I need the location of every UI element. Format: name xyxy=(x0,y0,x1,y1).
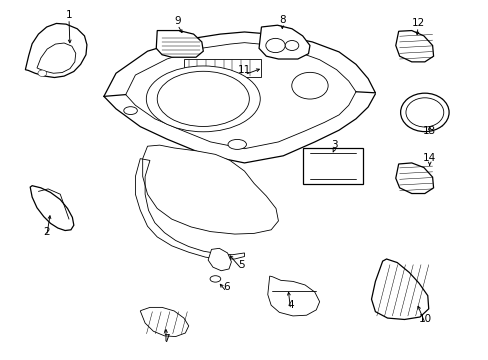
Ellipse shape xyxy=(405,98,443,127)
Polygon shape xyxy=(156,31,203,57)
Text: 2: 2 xyxy=(43,226,50,237)
Polygon shape xyxy=(259,25,309,59)
Ellipse shape xyxy=(123,107,137,114)
Text: 14: 14 xyxy=(422,153,435,163)
Polygon shape xyxy=(208,248,231,271)
Ellipse shape xyxy=(210,276,220,282)
Text: 11: 11 xyxy=(237,66,251,75)
Ellipse shape xyxy=(157,71,249,126)
Ellipse shape xyxy=(265,39,285,53)
Polygon shape xyxy=(142,145,278,234)
Text: 5: 5 xyxy=(238,260,244,270)
Ellipse shape xyxy=(285,41,298,50)
Polygon shape xyxy=(371,259,428,319)
Ellipse shape xyxy=(38,70,46,76)
Text: 3: 3 xyxy=(330,140,337,150)
Ellipse shape xyxy=(146,66,260,132)
Text: 10: 10 xyxy=(418,315,431,324)
Text: 12: 12 xyxy=(410,18,424,28)
Text: 8: 8 xyxy=(279,15,285,25)
Text: 7: 7 xyxy=(163,334,169,345)
Polygon shape xyxy=(30,186,74,230)
Text: 4: 4 xyxy=(286,300,293,310)
Polygon shape xyxy=(140,307,188,337)
Polygon shape xyxy=(267,276,319,316)
Polygon shape xyxy=(25,23,87,77)
Polygon shape xyxy=(37,43,76,73)
Ellipse shape xyxy=(291,72,327,99)
Polygon shape xyxy=(395,163,433,194)
Text: 6: 6 xyxy=(223,283,229,292)
Ellipse shape xyxy=(400,93,448,132)
Text: 1: 1 xyxy=(65,9,72,19)
Polygon shape xyxy=(302,148,363,184)
Polygon shape xyxy=(183,59,261,77)
Text: 9: 9 xyxy=(174,15,181,26)
Text: 13: 13 xyxy=(422,126,435,136)
Ellipse shape xyxy=(227,139,246,149)
Polygon shape xyxy=(395,31,433,62)
